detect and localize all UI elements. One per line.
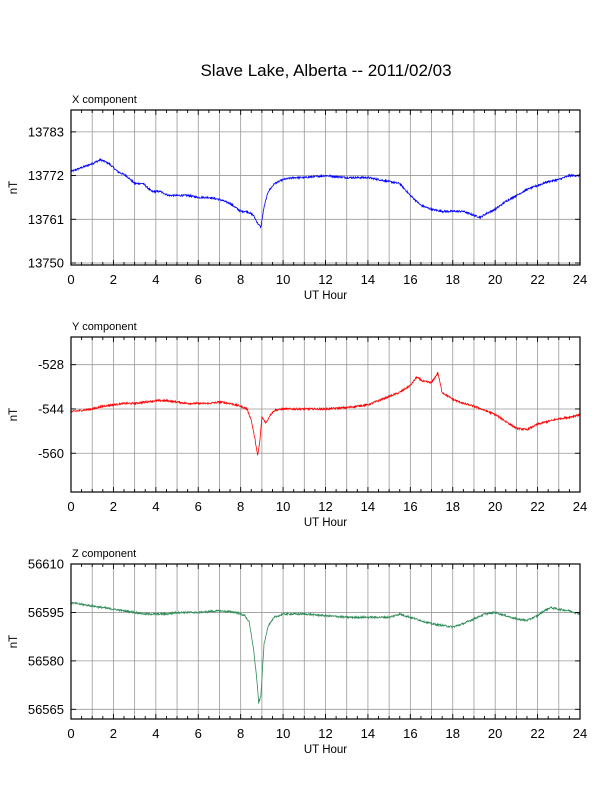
x-tick-label: 0 bbox=[67, 726, 74, 741]
x-tick-label: 4 bbox=[152, 272, 159, 287]
y-tick-label: 56610 bbox=[28, 557, 64, 572]
x-axis-title: UT Hour bbox=[304, 290, 347, 302]
x-tick-label: 14 bbox=[361, 726, 375, 741]
y-tick-label: 56580 bbox=[28, 653, 64, 668]
y-tick-label: 13761 bbox=[28, 212, 64, 227]
x-tick-label: 6 bbox=[195, 726, 202, 741]
y-tick-label: 13772 bbox=[28, 168, 64, 183]
x-tick-label: 24 bbox=[573, 726, 587, 741]
x-tick-label: 16 bbox=[403, 499, 417, 514]
y-tick-label: -560 bbox=[38, 446, 64, 461]
y-tick-label: 56565 bbox=[28, 702, 64, 717]
x-tick-label: 24 bbox=[573, 272, 587, 287]
panel-label: Y component bbox=[72, 321, 137, 333]
y-axis-title: nT bbox=[8, 635, 20, 648]
x-tick-label: 8 bbox=[237, 726, 244, 741]
x-tick-label: 16 bbox=[403, 726, 417, 741]
x-tick-label: 18 bbox=[446, 499, 460, 514]
y-tick-label: 13783 bbox=[28, 124, 64, 139]
x-tick-label: 18 bbox=[446, 726, 460, 741]
y-axis-title: nT bbox=[8, 408, 20, 421]
x-tick-label: 0 bbox=[67, 499, 74, 514]
y-tick-label: 13750 bbox=[28, 256, 64, 271]
x-tick-label: 8 bbox=[237, 272, 244, 287]
x-tick-label: 22 bbox=[530, 499, 544, 514]
y-axis-title: nT bbox=[8, 181, 20, 194]
x-tick-label: 14 bbox=[361, 272, 375, 287]
x-tick-label: 20 bbox=[488, 499, 502, 514]
chart-title: Slave Lake, Alberta -- 2011/02/03 bbox=[200, 61, 451, 80]
x-tick-label: 20 bbox=[488, 272, 502, 287]
x-tick-label: 24 bbox=[573, 499, 587, 514]
x-tick-label: 10 bbox=[276, 272, 290, 287]
x-tick-label: 16 bbox=[403, 272, 417, 287]
x-tick-label: 12 bbox=[318, 726, 332, 741]
x-tick-label: 2 bbox=[110, 272, 117, 287]
panel-label: Z component bbox=[72, 548, 136, 560]
x-axis-title: UT Hour bbox=[304, 517, 347, 529]
panel-label: X component bbox=[72, 94, 137, 106]
x-tick-label: 6 bbox=[195, 499, 202, 514]
x-tick-label: 22 bbox=[530, 726, 544, 741]
x-tick-label: 12 bbox=[318, 499, 332, 514]
data-series-line bbox=[70, 601, 581, 704]
y-tick-label: -544 bbox=[38, 401, 64, 416]
x-tick-label: 2 bbox=[110, 499, 117, 514]
x-tick-label: 14 bbox=[361, 499, 375, 514]
x-tick-label: 22 bbox=[530, 272, 544, 287]
x-tick-label: 12 bbox=[318, 272, 332, 287]
x-axis-title: UT Hour bbox=[304, 744, 347, 756]
y-tick-label: -528 bbox=[38, 357, 64, 372]
x-tick-label: 10 bbox=[276, 726, 290, 741]
x-tick-label: 20 bbox=[488, 726, 502, 741]
x-tick-label: 4 bbox=[152, 499, 159, 514]
x-tick-label: 2 bbox=[110, 726, 117, 741]
data-series-line bbox=[70, 371, 581, 456]
x-tick-label: 18 bbox=[446, 272, 460, 287]
data-series-line bbox=[70, 157, 581, 229]
x-tick-label: 0 bbox=[67, 272, 74, 287]
x-tick-label: 4 bbox=[152, 726, 159, 741]
x-tick-label: 8 bbox=[237, 499, 244, 514]
x-tick-label: 10 bbox=[276, 499, 290, 514]
x-tick-label: 6 bbox=[195, 272, 202, 287]
y-tick-label: 56595 bbox=[28, 605, 64, 620]
